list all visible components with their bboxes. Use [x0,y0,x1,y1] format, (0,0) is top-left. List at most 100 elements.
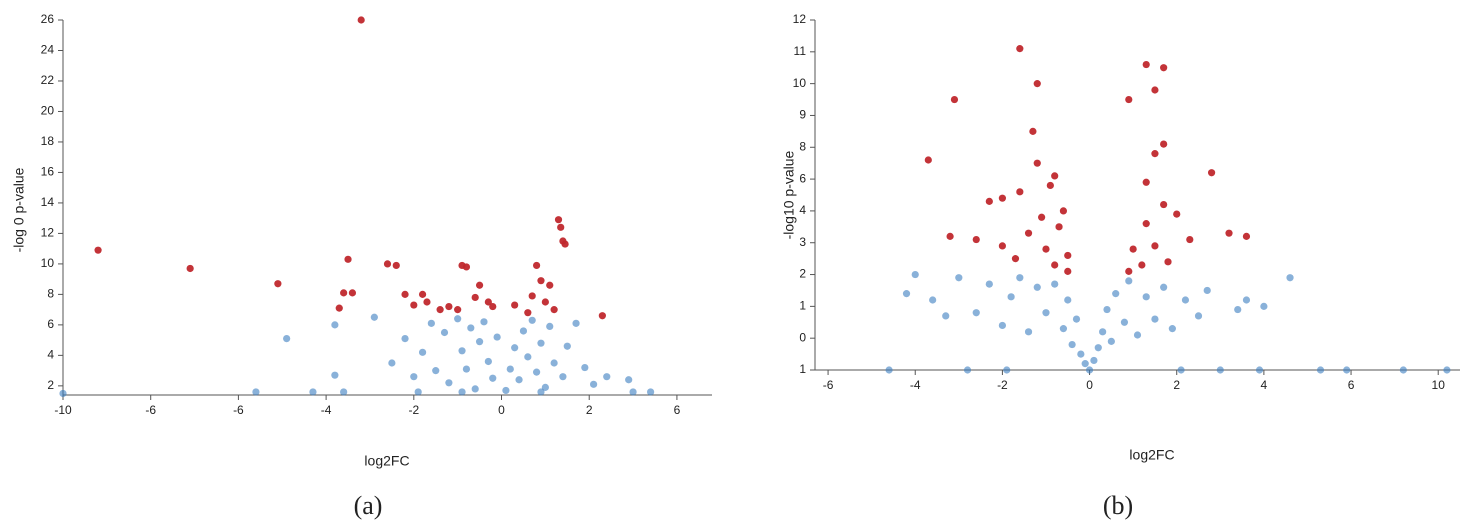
point [370,313,378,321]
point [1125,267,1133,275]
y-tick-label: 12 [41,226,55,240]
point [462,263,471,271]
point [1085,366,1094,374]
x-tick-label: -6 [233,403,244,417]
x-tick-label: -2 [408,403,419,417]
point [902,290,911,298]
point [603,373,611,381]
point [1133,331,1142,339]
y-tick-label: 0 [799,330,806,344]
point [331,321,339,329]
point [401,334,409,343]
point [274,280,282,288]
point [458,388,466,396]
x-tick-label: -4 [321,403,332,417]
point [519,327,528,335]
y-tick-label: 16 [41,165,55,179]
point [186,264,194,273]
point [1072,315,1081,323]
point [524,309,532,317]
point [1343,366,1351,374]
point [467,324,475,332]
point [440,328,449,337]
point [598,312,606,320]
point [475,338,484,346]
point [1399,366,1407,374]
point [436,306,444,314]
point [340,388,348,396]
point [1099,328,1107,336]
x-tick-label: 0 [1086,378,1093,392]
point [454,315,462,323]
point [1168,325,1176,333]
point [388,359,396,367]
point [561,240,569,248]
y-tick-label: 22 [41,73,55,87]
point [1129,245,1137,253]
point [1160,64,1168,72]
y-tick-label: 26 [41,12,55,26]
point [955,274,963,282]
point [1068,340,1076,349]
point [1064,251,1072,260]
point [998,194,1006,202]
point [1042,245,1050,253]
x-tick-label: 6 [674,403,681,417]
point [1216,366,1224,374]
point [998,321,1006,330]
x-tick-label: 2 [586,403,593,417]
point [392,261,400,270]
point [1138,261,1146,269]
point [410,373,418,381]
point [1046,181,1054,190]
point [489,302,497,311]
point [528,316,536,324]
y-tick-label: 10 [793,76,807,90]
y-tick-label: 1 [799,362,806,376]
point [471,293,479,302]
point [1107,337,1115,345]
point [418,348,427,356]
point [929,296,937,304]
point [1225,229,1233,237]
point [537,388,545,396]
point [541,298,549,306]
point [414,388,422,396]
y-tick-label: 4 [47,348,54,362]
point [493,333,501,341]
point [427,319,435,327]
point [331,371,339,379]
point [1055,223,1063,231]
point [511,344,519,352]
point [946,232,954,240]
point [511,301,519,309]
y-tick-label: 9 [799,108,806,122]
y-axis-title: -log10 p-value [781,150,797,239]
point [1003,366,1011,374]
point [1064,267,1072,275]
point [94,246,102,254]
point [1186,235,1194,244]
x-axis-title: log2FC [364,453,409,469]
point [572,319,580,327]
point [1077,350,1085,358]
y-tick-label: 6 [799,171,806,185]
point [1029,127,1037,135]
x-tick-label: -4 [910,378,921,392]
point [559,373,567,381]
point [1142,220,1150,228]
point [1160,140,1168,148]
point [581,363,589,372]
point [489,374,497,382]
point [1125,95,1133,104]
y-tick-label: 12 [793,12,807,26]
point [1443,366,1451,374]
point [1286,274,1294,282]
point [1090,356,1098,365]
y-tick-label: 8 [47,287,54,301]
point [1260,302,1268,310]
point [1094,344,1102,352]
point [1255,366,1264,374]
